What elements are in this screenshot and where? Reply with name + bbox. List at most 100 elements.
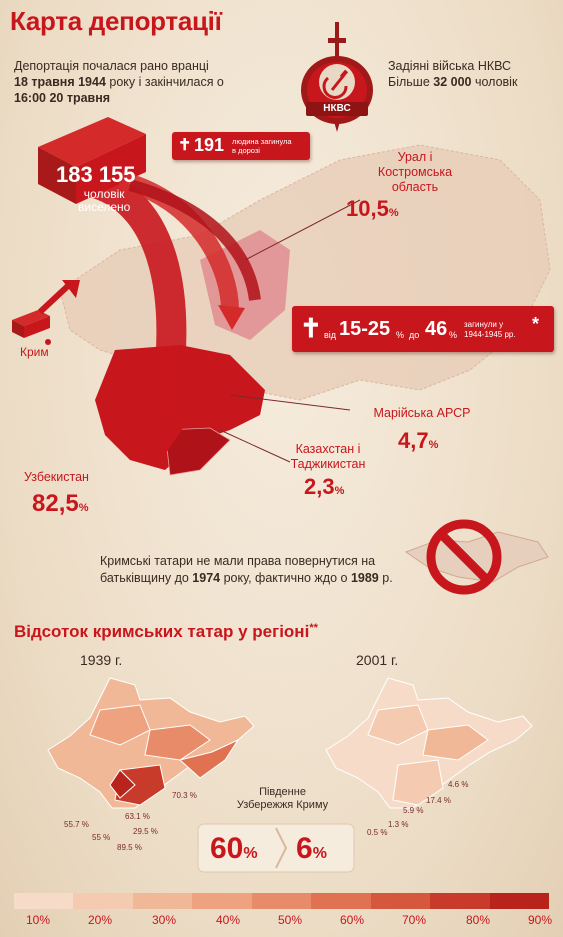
- died-later-caption: загинули у 1944-1945 рр.: [464, 320, 516, 340]
- legend-label: 10%: [25, 913, 51, 927]
- died-later-upper: 46: [425, 318, 448, 340]
- died-later-from: від: [324, 330, 337, 340]
- pct-2001-3: 0.5 %: [367, 828, 388, 837]
- died-later-caption-1: загинули у: [464, 320, 504, 329]
- died-on-road-count: 191: [194, 135, 225, 155]
- pct-1939-4: 29.5 %: [133, 827, 158, 836]
- legend-label: 60%: [339, 913, 365, 927]
- nkvd-troops-text: Задіяні війська НКВС Більше 32 000 чолов…: [388, 58, 558, 90]
- died-later-to: до: [409, 330, 420, 340]
- died-later-pct2: %: [449, 330, 458, 340]
- died-on-road-box: ✝ 191 людина загинула в дорозі: [172, 132, 310, 160]
- nkvd-line2-suffix: чоловік: [471, 75, 518, 89]
- deported-line1: чоловік: [83, 187, 125, 201]
- nkvd-emblem-label: НКВС: [323, 103, 351, 114]
- coast-compare-frame: [197, 823, 355, 873]
- return-note-year1: 1974: [192, 571, 221, 585]
- region-urals-name: Урал і Костромська область: [370, 150, 460, 195]
- legend-swatch: [489, 893, 549, 909]
- year-2001: 2001 г.: [356, 652, 399, 668]
- date-end: 16:00 20 травня: [14, 91, 111, 105]
- died-on-road-caption-2: в дорозі: [232, 146, 260, 155]
- section-title-asterisks: **: [309, 622, 318, 634]
- died-later-asterisk: *: [532, 314, 540, 334]
- crimea-map-1939: [47, 677, 255, 809]
- deportation-arrows: [77, 170, 261, 465]
- pct-1939-3: 55 %: [92, 833, 111, 842]
- cross-icon: ✝: [178, 137, 192, 154]
- legend-label: 90%: [527, 913, 553, 927]
- date-start: 18 травня 1944: [14, 75, 106, 89]
- return-note: Кримські татари не мали права повернутис…: [100, 553, 410, 587]
- legend-label: 70%: [401, 913, 427, 927]
- pct-1939-2: 55.7 %: [64, 820, 89, 829]
- gravestone-icon: ✝: [300, 313, 322, 343]
- southern-coast-label: Південне Узбережжя Криму: [220, 786, 345, 812]
- coast-1939-unit: %: [243, 845, 258, 862]
- legend-swatch: [251, 893, 312, 909]
- region-mari-value: 4,7%: [398, 428, 438, 454]
- legend-swatch: [311, 893, 371, 909]
- region-uzbekistan-number: 82,5: [32, 490, 79, 517]
- deported-count: 183 155: [56, 162, 136, 187]
- coast-2001-value: 6%: [296, 832, 327, 866]
- nkvd-count: 32 000: [433, 75, 472, 89]
- nkvd-line1: Задіяні війська НКВС: [388, 59, 512, 73]
- region-kazakhstan-line2: Таджикистан: [290, 457, 366, 471]
- page-title: Карта депортації: [10, 6, 222, 36]
- return-note-mid: року, фактично ждо о: [220, 571, 351, 585]
- legend-label: 50%: [277, 913, 303, 927]
- intro-line2: року і закінчилася о: [105, 75, 224, 89]
- legend-label: 80%: [465, 913, 491, 927]
- legend-color-scale: [14, 893, 549, 909]
- intro-line1: Депортація почалася рано вранці: [14, 59, 209, 73]
- died-later-pct1: %: [396, 330, 405, 340]
- region-uzbekistan-name: Узбекистан: [24, 470, 89, 484]
- coast-1939-value: 60%: [210, 832, 258, 866]
- year-1939: 1939 г.: [80, 652, 123, 668]
- nkvd-line2-prefix: Більше: [388, 75, 434, 89]
- pct-2001-4: 1.3 %: [388, 820, 409, 829]
- legend-swatch: [132, 893, 193, 909]
- section-title: Відсоток кримських татар у регіоні**: [14, 622, 318, 642]
- pct-2001-2: 5.9 %: [403, 806, 424, 815]
- crimea-origin-icon: [12, 280, 80, 345]
- legend-swatch: [73, 893, 133, 909]
- region-kazakhstan-number: 2,3: [304, 474, 335, 499]
- legend-swatch: [192, 893, 252, 909]
- region-kazakhstan-value: 2,3%: [304, 474, 344, 500]
- died-later-box: ✝ від 15-25 % до 46 % загинули у 1944-19…: [292, 306, 554, 352]
- region-uzbekistan-unit: %: [78, 502, 89, 514]
- region-mari-unit: %: [428, 439, 439, 451]
- region-uzbekistan-value: 82,5%: [32, 490, 89, 518]
- died-on-road-caption-1: людина загинула: [232, 137, 292, 146]
- coast-1939-number: 60: [210, 832, 244, 865]
- region-urals-value: 10,5%: [346, 196, 399, 222]
- region-kazakhstan-line1: Казахстан і: [295, 442, 361, 456]
- return-note-year2: 1989: [350, 571, 379, 585]
- region-urals-line2: Костромська: [377, 165, 453, 179]
- legend-swatch: [370, 893, 431, 909]
- died-later-caption-2: 1944-1945 рр.: [464, 330, 516, 339]
- died-on-road-caption: людина загинула в дорозі: [232, 137, 292, 155]
- crimea-map-2001: [325, 677, 533, 809]
- region-urals-number: 10,5: [346, 196, 389, 221]
- crimea-origin-label: Крим: [20, 345, 49, 359]
- region-urals-line3: область: [391, 180, 439, 194]
- pct-1939-5: 89.5 %: [117, 843, 142, 852]
- region-kazakhstan-name: Казахстан і Таджикистан: [288, 442, 368, 472]
- nkvd-emblem-icon: [301, 22, 373, 132]
- return-note-suffix: р.: [378, 571, 393, 585]
- legend-label: 40%: [215, 913, 241, 927]
- legend-swatch: [14, 893, 74, 909]
- coast-2001-unit: %: [312, 845, 327, 862]
- pct-1939-0: 70.3 %: [172, 791, 197, 800]
- died-later-range: 15-25: [339, 318, 391, 340]
- region-urals-unit: %: [388, 207, 399, 219]
- return-note-line1: Кримські татари не мали права повернутис…: [100, 554, 376, 568]
- deported-caption: чоловік виселено: [78, 188, 130, 214]
- pct-2001-1: 17.4 %: [426, 796, 451, 805]
- region-mari-number: 4,7: [398, 428, 429, 453]
- coast-2001-number: 6: [296, 832, 313, 865]
- pct-2001-0: 4.6 %: [448, 780, 469, 789]
